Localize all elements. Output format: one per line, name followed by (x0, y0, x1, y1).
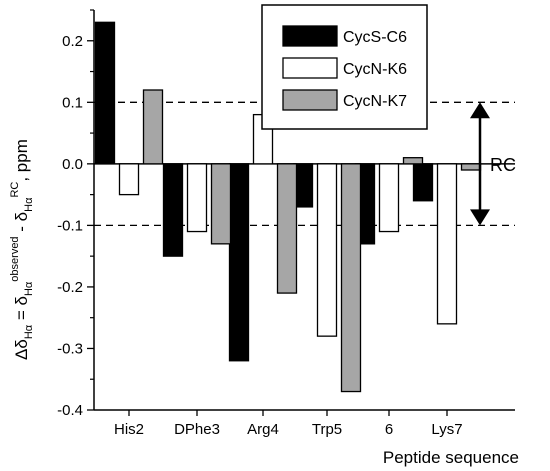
x-tick-label: His2 (114, 421, 144, 438)
y-tick-label: -0.4 (57, 402, 83, 419)
rc-label: RC (490, 155, 516, 175)
bar-cycn-k7-lys7 (460, 163, 482, 171)
legend-label: CycN-K6 (343, 61, 407, 78)
y-tick-label: -0.2 (57, 279, 83, 296)
x-tick-label: DPhe3 (174, 421, 220, 438)
x-tick-label: Arg4 (247, 421, 279, 438)
bar-cycs-c6-his2 (94, 21, 116, 165)
y-tick-label: -0.3 (57, 340, 83, 357)
axis-labels: Peptide sequence ΔδHα = δHαobserved - δHα… (9, 139, 519, 467)
rc-annotation: RC (470, 102, 516, 226)
bar-cycn-k7-trp5 (340, 163, 362, 393)
bar-cycs-c6-dphe3 (162, 163, 184, 257)
bar-series (94, 21, 482, 393)
bar-cycs-c6-arg4 (228, 163, 250, 362)
bar-cycn-k7-dphe3 (210, 163, 232, 245)
y-tick-label: 0.1 (62, 94, 83, 111)
y-axis-title: ΔδHα = δHαobserved - δHαRC, ppm (9, 139, 35, 360)
bar-cycn-k7-6 (402, 157, 424, 165)
bar-cycn-k6-his2 (118, 163, 140, 196)
legend: CycS-C6 CycN-K6 CycN-K7 (261, 4, 428, 130)
legend-label: CycN-K7 (343, 93, 407, 110)
y-tick-label: 0.0 (62, 156, 83, 173)
x-tick-label: Lys7 (431, 421, 462, 438)
bar-cycn-k6-dphe3 (186, 163, 208, 233)
bar-cycn-k7-arg4 (276, 163, 298, 294)
bar-cycn-k6-lys7 (436, 163, 458, 325)
x-tick-label: 6 (385, 421, 393, 438)
rc-arrow-head-down (470, 209, 490, 226)
y-tick-label: -0.1 (57, 217, 83, 234)
x-tick-label: Trp5 (312, 421, 342, 438)
y-tick-label: 0.2 (62, 33, 83, 50)
legend-swatch-cycn-k6 (282, 57, 338, 79)
legend-label: CycS-C6 (343, 29, 407, 46)
bar-cycn-k7-his2 (142, 89, 164, 165)
bar-cycn-k6-6 (378, 163, 400, 233)
bar-cycs-c6-lys7 (412, 163, 434, 202)
legend-swatch-cycs-c6 (282, 25, 338, 47)
rc-arrow-head-up (470, 102, 490, 119)
legend-swatch-cycn-k7 (282, 89, 338, 111)
x-axis-title: Peptide sequence (383, 448, 519, 467)
bar-cycn-k6-trp5 (316, 163, 338, 337)
axes: 0.2 0.1 0.0 -0.1 -0.2 -0.3 -0.4 His2 DPhe3 Arg4 Tr… (57, 9, 515, 438)
